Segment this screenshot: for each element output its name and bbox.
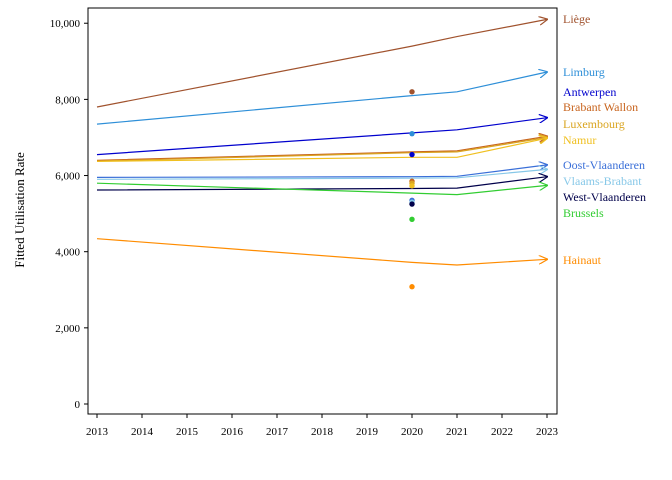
series-line bbox=[96, 177, 547, 191]
y-tick-label: 2,000 bbox=[55, 323, 80, 335]
x-tick-label: 2020 bbox=[401, 426, 424, 438]
x-tick-label: 2023 bbox=[536, 426, 559, 438]
observed-point bbox=[409, 201, 415, 207]
x-tick-label: 2018 bbox=[311, 426, 334, 438]
x-tick-label: 2013 bbox=[86, 426, 109, 438]
observed-points bbox=[409, 89, 415, 290]
series-line bbox=[96, 238, 547, 266]
series-label: Liège bbox=[563, 12, 590, 26]
plot-frame bbox=[87, 7, 558, 415]
y-tick-label: 10,000 bbox=[50, 18, 81, 30]
x-tick-label: 2014 bbox=[131, 426, 154, 438]
series-lines bbox=[96, 19, 547, 266]
series-label: Oost-Vlaanderen bbox=[563, 158, 645, 172]
y-axis-label: Fitted Utilisation Rate bbox=[12, 152, 27, 268]
series-label: Brussels bbox=[563, 206, 604, 220]
series-line bbox=[96, 169, 547, 180]
x-tick-label: 2019 bbox=[356, 426, 379, 438]
series-label: Hainaut bbox=[563, 253, 602, 267]
y-tick-label: 0 bbox=[75, 399, 81, 411]
observed-point bbox=[409, 89, 415, 95]
observed-point bbox=[409, 130, 415, 137]
observed-point bbox=[409, 151, 415, 158]
x-tick-label: 2015 bbox=[176, 426, 199, 438]
series-label: Antwerpen bbox=[563, 85, 616, 99]
series-label: Vlaams-Brabant bbox=[563, 174, 642, 188]
x-tick-label: 2016 bbox=[221, 426, 244, 438]
y-tick-label: 4,000 bbox=[55, 247, 80, 259]
observed-point bbox=[409, 183, 415, 189]
y-tick-label: 6,000 bbox=[55, 171, 80, 183]
series-line bbox=[96, 165, 547, 178]
series-line bbox=[96, 138, 547, 162]
series-line bbox=[96, 136, 547, 161]
observed-point bbox=[409, 216, 415, 223]
series-label: Brabant Wallon bbox=[563, 100, 638, 114]
series-label: Luxembourg bbox=[563, 117, 625, 131]
x-tick-label: 2022 bbox=[491, 426, 513, 438]
series-label: Limburg bbox=[563, 65, 605, 79]
observed-point bbox=[409, 284, 415, 290]
series-line bbox=[96, 138, 547, 162]
series-line bbox=[96, 183, 547, 196]
series-line bbox=[96, 118, 547, 156]
series-line bbox=[96, 72, 547, 125]
series-label: Namur bbox=[563, 133, 596, 147]
x-tick-label: 2021 bbox=[446, 426, 468, 438]
series-label: West-Vlaanderen bbox=[563, 190, 646, 204]
y-tick-label: 8,000 bbox=[55, 94, 80, 106]
series-line bbox=[96, 19, 547, 108]
x-tick-label: 2017 bbox=[266, 426, 289, 438]
axes: 2013 2014 2015 2016 2017 2018 2019 2020 2021 2022… bbox=[50, 7, 559, 438]
